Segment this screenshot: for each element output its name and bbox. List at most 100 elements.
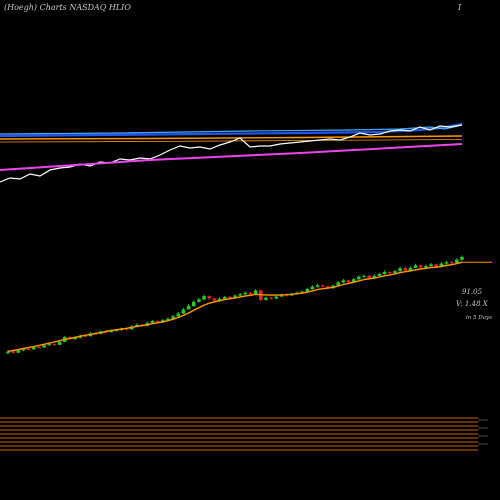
candle-body (93, 333, 98, 335)
oscillator-magenta (0, 143, 463, 171)
candle (171, 314, 175, 320)
header-right-mark: I (457, 3, 462, 12)
candle-body (439, 263, 444, 268)
indicator-bands (0, 122, 463, 143)
candle (176, 312, 181, 318)
candle-body (305, 289, 310, 292)
candle-body (31, 347, 36, 350)
candle (37, 345, 41, 349)
candle (243, 291, 248, 296)
candle (387, 271, 392, 274)
candle (238, 292, 242, 297)
candle-body (253, 290, 258, 295)
candle-body (207, 296, 212, 299)
candle-body (233, 295, 237, 299)
candle (207, 295, 212, 300)
band-orange (0, 135, 463, 140)
candle (57, 340, 62, 346)
candle (403, 266, 408, 272)
candle-body (52, 344, 57, 346)
candle-body (135, 324, 139, 327)
candle-body (393, 271, 397, 273)
candle (269, 296, 273, 300)
candle-body (346, 280, 351, 282)
candle (315, 283, 320, 288)
candle (357, 275, 361, 280)
candle (181, 307, 186, 314)
candle (429, 263, 433, 267)
candle-body (212, 298, 217, 301)
candle-body (186, 306, 191, 310)
volume-label: V: 1.48 X (456, 300, 489, 308)
candle-body (16, 350, 21, 353)
candle-body (83, 335, 88, 337)
candle-body (166, 318, 170, 321)
volume-panel (0, 417, 488, 451)
candle (460, 255, 464, 261)
candle-body (367, 275, 371, 279)
candle-body (403, 268, 408, 271)
candle-body (73, 337, 77, 339)
candle-body (434, 264, 439, 268)
candle-body (341, 280, 346, 283)
candle (362, 274, 366, 278)
candle-body (114, 330, 119, 332)
ema-line (7, 261, 463, 352)
candle (202, 294, 206, 301)
candle-body (398, 268, 402, 272)
band-blue (0, 122, 463, 138)
candle (191, 300, 196, 307)
candle-body (11, 351, 15, 353)
candle-body (315, 285, 320, 287)
candle (346, 279, 351, 283)
candle-body (377, 273, 382, 276)
candle-body (326, 286, 330, 289)
candle-body (455, 259, 459, 264)
candle-body (336, 282, 340, 286)
candle-body (248, 292, 253, 295)
candle-body (382, 272, 387, 274)
candle (186, 304, 191, 310)
candle-body (310, 286, 315, 290)
candle-body (181, 309, 186, 314)
candle (449, 261, 454, 265)
candle-body (424, 266, 428, 268)
candle-body (228, 296, 232, 299)
chart-title: (Hoegh) Charts NASDAQ HLIO (4, 3, 131, 12)
candle-body (197, 299, 201, 302)
candle-body (109, 330, 113, 333)
candle-body (279, 294, 284, 297)
candle (197, 298, 201, 303)
candle (444, 260, 449, 265)
candle-body (351, 279, 356, 282)
candle-body (372, 275, 377, 279)
last-price-label: 91.05 (462, 288, 483, 296)
candle-body (26, 348, 31, 350)
candle (382, 270, 387, 275)
candle-body (42, 345, 46, 348)
candle (11, 350, 15, 354)
candle-body (274, 296, 279, 299)
candle-body (264, 297, 268, 300)
candle (264, 296, 268, 301)
candle-body (357, 276, 361, 280)
candle-body (155, 321, 160, 323)
candle (52, 343, 57, 346)
period-label: in 5 Days (466, 315, 492, 321)
candle-body (460, 256, 464, 260)
candle-body (222, 296, 227, 299)
candle (341, 278, 346, 284)
candle-series (6, 255, 464, 355)
candle-body (47, 344, 52, 346)
candle (377, 272, 382, 277)
candle-body (418, 265, 423, 268)
candle-body (449, 262, 454, 264)
candle-body (57, 341, 62, 345)
candle (455, 258, 459, 264)
band-orange-2 (0, 139, 463, 143)
candle-body (444, 262, 449, 264)
candle-body (176, 313, 181, 317)
candle-body (387, 272, 392, 274)
candle-body (37, 347, 41, 349)
